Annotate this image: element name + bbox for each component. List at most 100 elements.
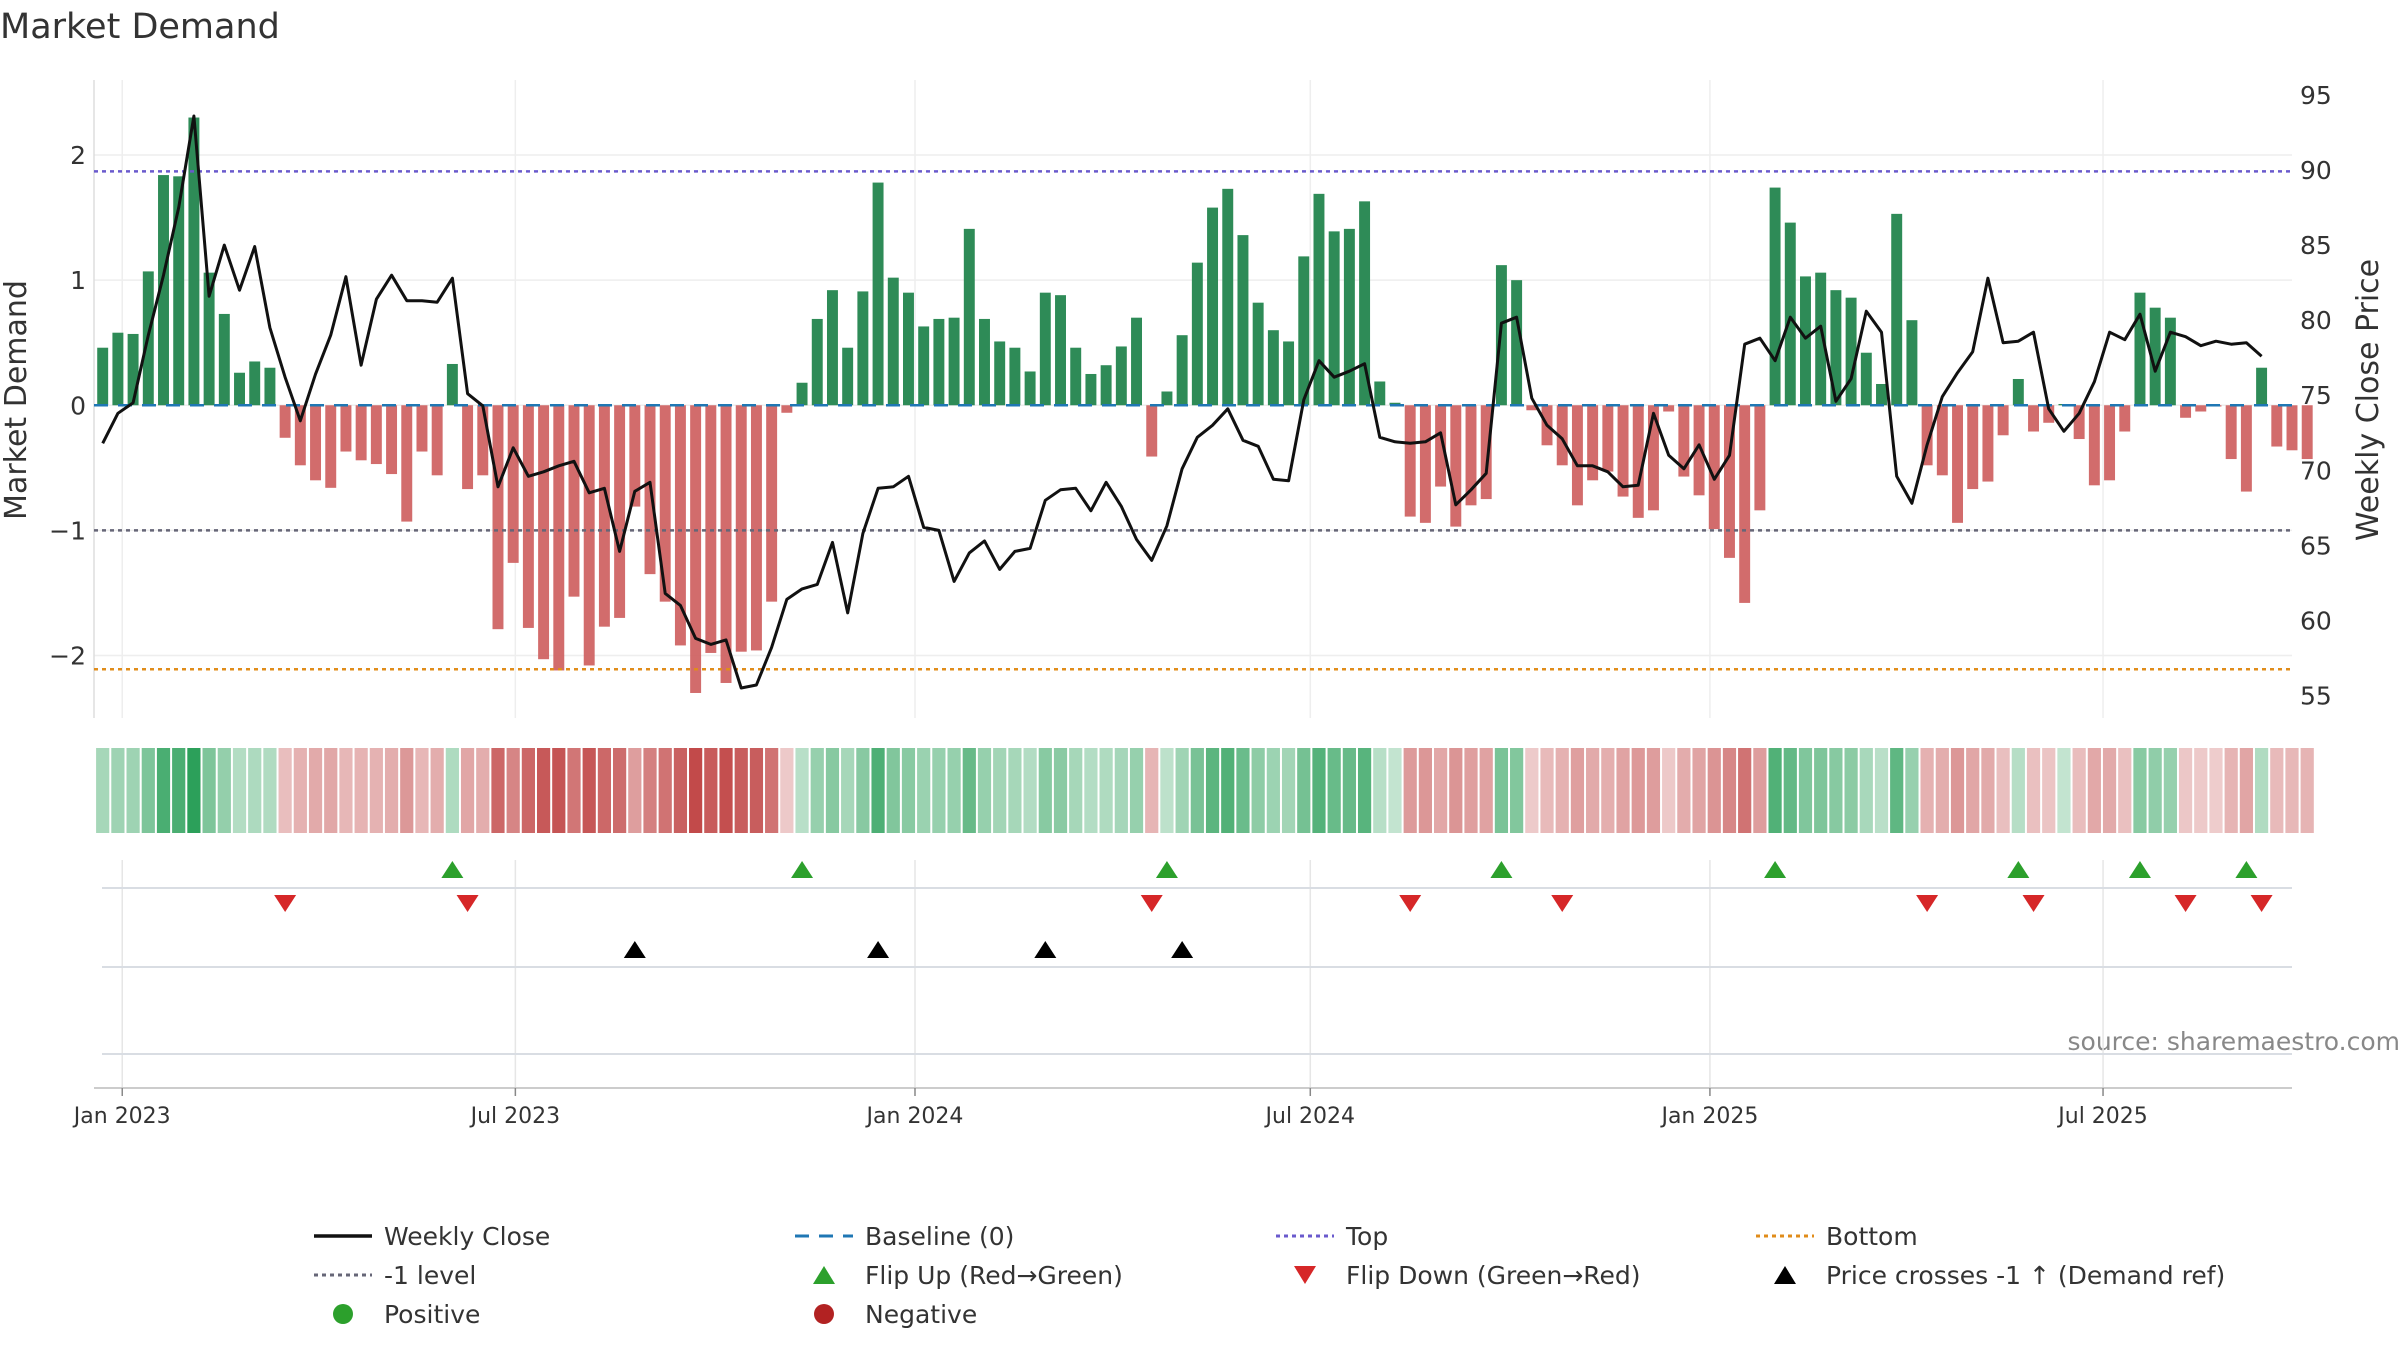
y2-tick-label: 75 bbox=[2300, 381, 2332, 410]
demand-bar bbox=[1343, 228, 1355, 406]
flip-down-marker bbox=[274, 895, 297, 912]
demand-bar bbox=[826, 290, 838, 406]
demand-bar bbox=[1845, 297, 1857, 406]
strip-cell bbox=[947, 748, 961, 833]
demand-bar bbox=[2088, 405, 2100, 486]
demand-bar bbox=[1055, 295, 1066, 406]
strip-cell bbox=[1677, 748, 1691, 833]
y-axis-label: Market Demand bbox=[0, 280, 34, 520]
strip-cell bbox=[1038, 748, 1052, 833]
demand-bar bbox=[568, 405, 580, 597]
demand-bar bbox=[1587, 405, 1599, 481]
demand-bar bbox=[979, 318, 990, 406]
gridlines bbox=[93, 80, 2292, 1088]
strip-cell bbox=[1449, 748, 1463, 833]
y2-tick-label: 70 bbox=[2300, 456, 2332, 485]
demand-bar bbox=[310, 405, 322, 481]
demand-bar bbox=[963, 228, 975, 406]
demand-bar bbox=[1860, 352, 1872, 406]
legend-swatch bbox=[333, 1304, 353, 1324]
strip-cell bbox=[993, 748, 1007, 833]
y2-axis-ticks: 95 90 85 80 75 70 65 60 55 bbox=[2300, 81, 2332, 710]
demand-bar bbox=[1632, 405, 1644, 518]
flip-down-marker bbox=[2022, 895, 2045, 912]
strip-cell bbox=[1008, 748, 1022, 833]
strip-cell bbox=[2178, 748, 2193, 833]
demand-bar bbox=[2104, 405, 2116, 481]
strip-cell bbox=[96, 748, 110, 833]
strip-cell bbox=[2300, 748, 2314, 833]
y2-tick-label: 65 bbox=[2300, 531, 2332, 560]
demand-bar bbox=[1283, 341, 1295, 406]
demand-bar bbox=[1708, 405, 1720, 530]
demand-bar bbox=[1693, 405, 1705, 496]
demand-bar bbox=[492, 405, 504, 630]
demand-bar bbox=[842, 347, 854, 406]
strip-cell bbox=[2194, 748, 2208, 833]
demand-bar bbox=[1267, 330, 1279, 406]
demand-bar bbox=[1024, 371, 1036, 406]
strip-cell bbox=[871, 748, 885, 833]
flip-down-marker bbox=[2250, 895, 2273, 912]
strip-cell bbox=[2209, 748, 2223, 833]
strip-cell bbox=[1570, 748, 1585, 833]
demand-bar bbox=[1328, 231, 1340, 406]
demand-bar bbox=[1222, 188, 1234, 406]
strip-cell bbox=[567, 748, 581, 833]
legend-label: Price crosses -1 ↑ (Demand ref) bbox=[1826, 1261, 2225, 1290]
strip-cell bbox=[552, 748, 566, 833]
strip-cell bbox=[156, 748, 171, 833]
price-cross-marker bbox=[623, 941, 646, 958]
strip-cell bbox=[1540, 748, 1554, 833]
demand-bar bbox=[112, 332, 124, 406]
demand-bar bbox=[1252, 302, 1264, 406]
flip-down-marker bbox=[1916, 895, 1939, 912]
strip-cell bbox=[308, 748, 323, 833]
strip-cell bbox=[1129, 748, 1144, 833]
strip-cell bbox=[141, 748, 155, 833]
strip-cell bbox=[1646, 748, 1661, 833]
demand-bar bbox=[1313, 193, 1325, 406]
demand-bar bbox=[2012, 378, 2024, 406]
y-axis-ticks: 2 1 0 −1 −2 bbox=[49, 141, 86, 670]
demand-bar bbox=[1085, 373, 1097, 406]
demand-bar bbox=[1769, 187, 1781, 406]
strip-cell bbox=[689, 748, 703, 833]
weekly-close-series bbox=[101, 114, 2263, 690]
strip-cell bbox=[1950, 748, 1965, 833]
demand-bar bbox=[766, 405, 778, 602]
strip-cell bbox=[1768, 748, 1782, 833]
demand-bar bbox=[1161, 391, 1173, 406]
strip-cell bbox=[1966, 748, 1980, 833]
y-tick-label: −2 bbox=[49, 641, 86, 670]
demand-bar bbox=[872, 182, 884, 406]
demand-bar bbox=[1298, 256, 1310, 406]
strip-cell bbox=[780, 748, 794, 833]
demand-bar bbox=[1359, 201, 1371, 406]
strip-cell bbox=[886, 748, 900, 833]
demand-bar bbox=[2149, 307, 2161, 406]
strip-cell bbox=[719, 748, 733, 833]
demand-bar bbox=[1754, 405, 1766, 511]
flip-up-marker bbox=[1155, 861, 1178, 878]
y2-tick-label: 95 bbox=[2300, 81, 2332, 110]
strip-cell bbox=[704, 748, 718, 833]
strip-cell bbox=[628, 748, 642, 833]
strip-cell bbox=[1890, 748, 1904, 833]
demand-bar bbox=[2073, 405, 2085, 440]
demand-bar bbox=[158, 175, 169, 406]
strip-cell bbox=[901, 748, 916, 833]
strip-cell bbox=[1494, 748, 1509, 833]
weekly-close-line bbox=[101, 114, 2263, 690]
strip-cell bbox=[1221, 748, 1235, 833]
strip-cell bbox=[476, 748, 490, 833]
strip-cell bbox=[506, 748, 520, 833]
strip-cell bbox=[856, 748, 870, 833]
demand-bar bbox=[1465, 405, 1477, 506]
strip-cell bbox=[2163, 748, 2177, 833]
demand-bar bbox=[2134, 292, 2146, 406]
y2-tick-label: 55 bbox=[2300, 681, 2332, 710]
demand-bar bbox=[173, 176, 185, 406]
strip-cell bbox=[384, 748, 399, 833]
